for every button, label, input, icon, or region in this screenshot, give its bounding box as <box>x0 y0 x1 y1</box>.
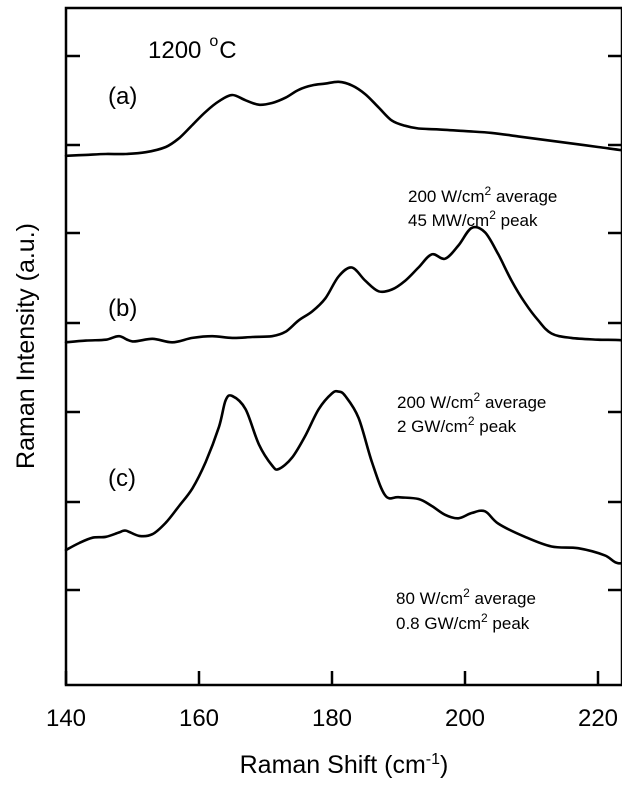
y-axis-ticks <box>66 54 622 592</box>
x-axis-title: Raman Shift (cm-1) <box>240 751 449 779</box>
series-line-c <box>64 389 622 565</box>
y-axis-title: Raman Intensity (a.u.) <box>12 223 40 469</box>
x-tick-label-220: 220 <box>578 705 618 732</box>
temperature-label: 1200 oC <box>148 33 237 64</box>
power-peak-b: 2 GW/cm2 peak <box>397 414 517 436</box>
x-tick-label-140: 140 <box>46 705 86 732</box>
series-label-a: (a) <box>108 83 137 110</box>
series-layer <box>64 80 622 565</box>
power-peak-a: 45 MW/cm2 peak <box>408 208 538 230</box>
x-axis-ticks: 140 160 180 200 220 <box>46 671 618 732</box>
plot-frame <box>64 6 622 687</box>
power-peak-c: 0.8 GW/cm2 peak <box>396 611 530 633</box>
series-label-c: (c) <box>108 465 136 492</box>
series-line-b <box>64 225 622 344</box>
x-tick-label-200: 200 <box>445 705 485 732</box>
power-average-b: 200 W/cm2 average <box>397 390 546 412</box>
series-label-b: (b) <box>108 295 137 322</box>
power-average-c: 80 W/cm2 average <box>396 586 536 608</box>
series-line-a <box>64 80 622 158</box>
power-average-a: 200 W/cm2 average <box>408 184 557 206</box>
x-tick-label-160: 160 <box>179 705 219 732</box>
x-tick-label-180: 180 <box>312 705 352 732</box>
